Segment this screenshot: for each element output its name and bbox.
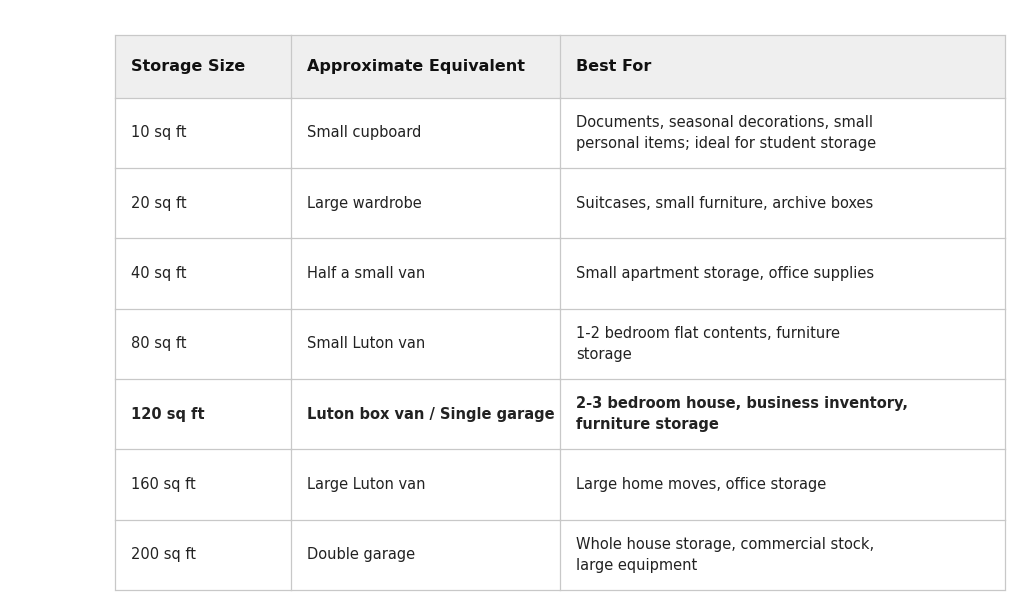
Text: Small cupboard: Small cupboard: [307, 125, 422, 140]
Text: Small apartment storage, office supplies: Small apartment storage, office supplies: [577, 266, 874, 281]
Bar: [560, 308, 1005, 379]
Bar: [291, 168, 560, 238]
Text: 2-3 bedroom house, business inventory,: 2-3 bedroom house, business inventory,: [577, 396, 908, 411]
Bar: [291, 449, 560, 520]
Text: Large Luton van: Large Luton van: [307, 477, 426, 492]
Text: 1-2 bedroom flat contents, furniture: 1-2 bedroom flat contents, furniture: [577, 326, 840, 341]
Bar: [560, 449, 1005, 520]
Bar: [115, 238, 291, 308]
Text: 160 sq ft: 160 sq ft: [131, 477, 196, 492]
Bar: [291, 308, 560, 379]
Text: Large home moves, office storage: Large home moves, office storage: [577, 477, 826, 492]
Text: large equipment: large equipment: [577, 558, 697, 573]
Bar: [291, 35, 560, 98]
Text: Approximate Equivalent: Approximate Equivalent: [307, 59, 525, 74]
Bar: [115, 308, 291, 379]
Text: Documents, seasonal decorations, small: Documents, seasonal decorations, small: [577, 115, 873, 130]
Bar: [115, 98, 291, 168]
Bar: [115, 35, 1005, 590]
Bar: [560, 379, 1005, 449]
Text: Half a small van: Half a small van: [307, 266, 426, 281]
Text: Small Luton van: Small Luton van: [307, 337, 426, 351]
Bar: [560, 98, 1005, 168]
Text: 10 sq ft: 10 sq ft: [131, 125, 186, 140]
Text: Whole house storage, commercial stock,: Whole house storage, commercial stock,: [577, 537, 874, 552]
Text: Double garage: Double garage: [307, 547, 416, 562]
Bar: [560, 238, 1005, 308]
Text: 120 sq ft: 120 sq ft: [131, 407, 205, 422]
Bar: [115, 449, 291, 520]
Bar: [115, 168, 291, 238]
Bar: [560, 520, 1005, 590]
Bar: [560, 168, 1005, 238]
Bar: [291, 98, 560, 168]
Bar: [560, 35, 1005, 98]
Text: Luton box van / Single garage: Luton box van / Single garage: [307, 407, 555, 422]
Bar: [115, 35, 291, 98]
Bar: [115, 379, 291, 449]
Bar: [291, 520, 560, 590]
Text: storage: storage: [577, 347, 632, 362]
Text: 200 sq ft: 200 sq ft: [131, 547, 196, 562]
Text: Best For: Best For: [577, 59, 651, 74]
Text: 80 sq ft: 80 sq ft: [131, 337, 186, 351]
Bar: [291, 379, 560, 449]
Bar: [115, 520, 291, 590]
Text: 20 sq ft: 20 sq ft: [131, 196, 186, 211]
Text: Storage Size: Storage Size: [131, 59, 246, 74]
Text: personal items; ideal for student storage: personal items; ideal for student storag…: [577, 136, 877, 151]
Text: Suitcases, small furniture, archive boxes: Suitcases, small furniture, archive boxe…: [577, 196, 873, 211]
Text: 40 sq ft: 40 sq ft: [131, 266, 186, 281]
Text: Large wardrobe: Large wardrobe: [307, 196, 422, 211]
Text: furniture storage: furniture storage: [577, 417, 719, 432]
Bar: [291, 238, 560, 308]
